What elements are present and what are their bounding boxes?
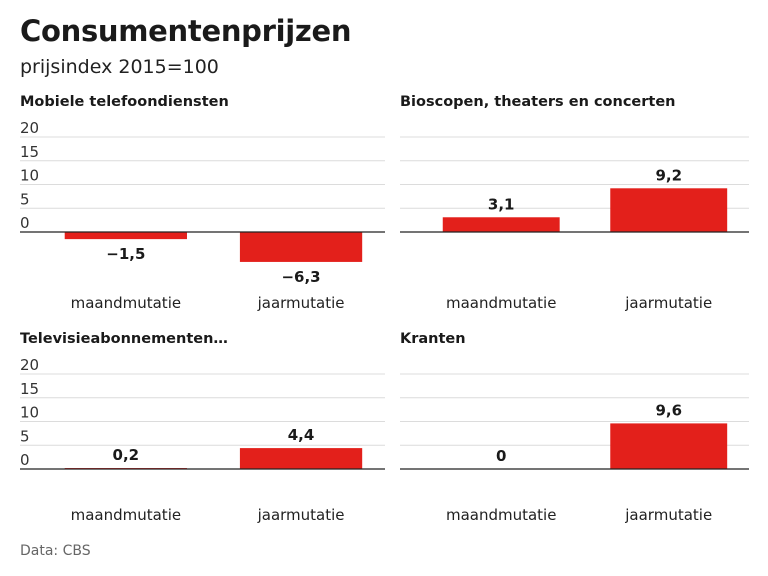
x-tick-label: maandmutatie — [446, 294, 557, 312]
y-tick-label: 20 — [20, 119, 39, 137]
data-label: 0 — [496, 447, 506, 465]
data-label: 4,4 — [288, 426, 315, 444]
x-tick-label: jaarmutatie — [257, 294, 345, 312]
panel-title: Kranten — [400, 331, 466, 347]
data-label: −1,5 — [106, 245, 145, 263]
bar — [610, 188, 728, 232]
data-label: 9,6 — [655, 401, 682, 419]
data-label: 9,2 — [655, 166, 682, 184]
y-tick-label: 10 — [20, 167, 39, 185]
bar — [442, 217, 560, 232]
chart-title: Consumentenprijzen — [20, 14, 352, 48]
data-label: −6,3 — [281, 268, 320, 286]
y-tick-label: 10 — [20, 404, 39, 422]
y-tick-label: 0 — [20, 451, 30, 469]
data-source: Data: CBS — [20, 543, 91, 559]
y-tick-label: 15 — [20, 143, 39, 161]
bar — [64, 232, 187, 240]
y-tick-label: 5 — [20, 427, 30, 445]
x-tick-label: jaarmutatie — [624, 294, 712, 312]
x-tick-label: maandmutatie — [446, 506, 557, 524]
bar — [239, 232, 363, 262]
panel-title: Mobiele telefoondiensten — [20, 94, 229, 110]
y-tick-label: 5 — [20, 190, 30, 208]
x-tick-label: jaarmutatie — [257, 506, 345, 524]
x-tick-label: maandmutatie — [71, 294, 182, 312]
y-tick-label: 20 — [20, 356, 39, 374]
data-label: 3,1 — [488, 195, 515, 213]
chart-subtitle: prijsindex 2015=100 — [20, 56, 219, 78]
y-tick-label: 0 — [20, 214, 30, 232]
panel-title: Televisieabonnementen… — [20, 331, 228, 347]
x-tick-label: maandmutatie — [71, 506, 182, 524]
bar — [610, 423, 728, 469]
y-tick-label: 15 — [20, 380, 39, 398]
panel-title: Bioscopen, theaters en concerten — [400, 94, 676, 110]
bar — [239, 448, 363, 469]
x-tick-label: jaarmutatie — [624, 506, 712, 524]
data-label: 0,2 — [113, 446, 140, 464]
